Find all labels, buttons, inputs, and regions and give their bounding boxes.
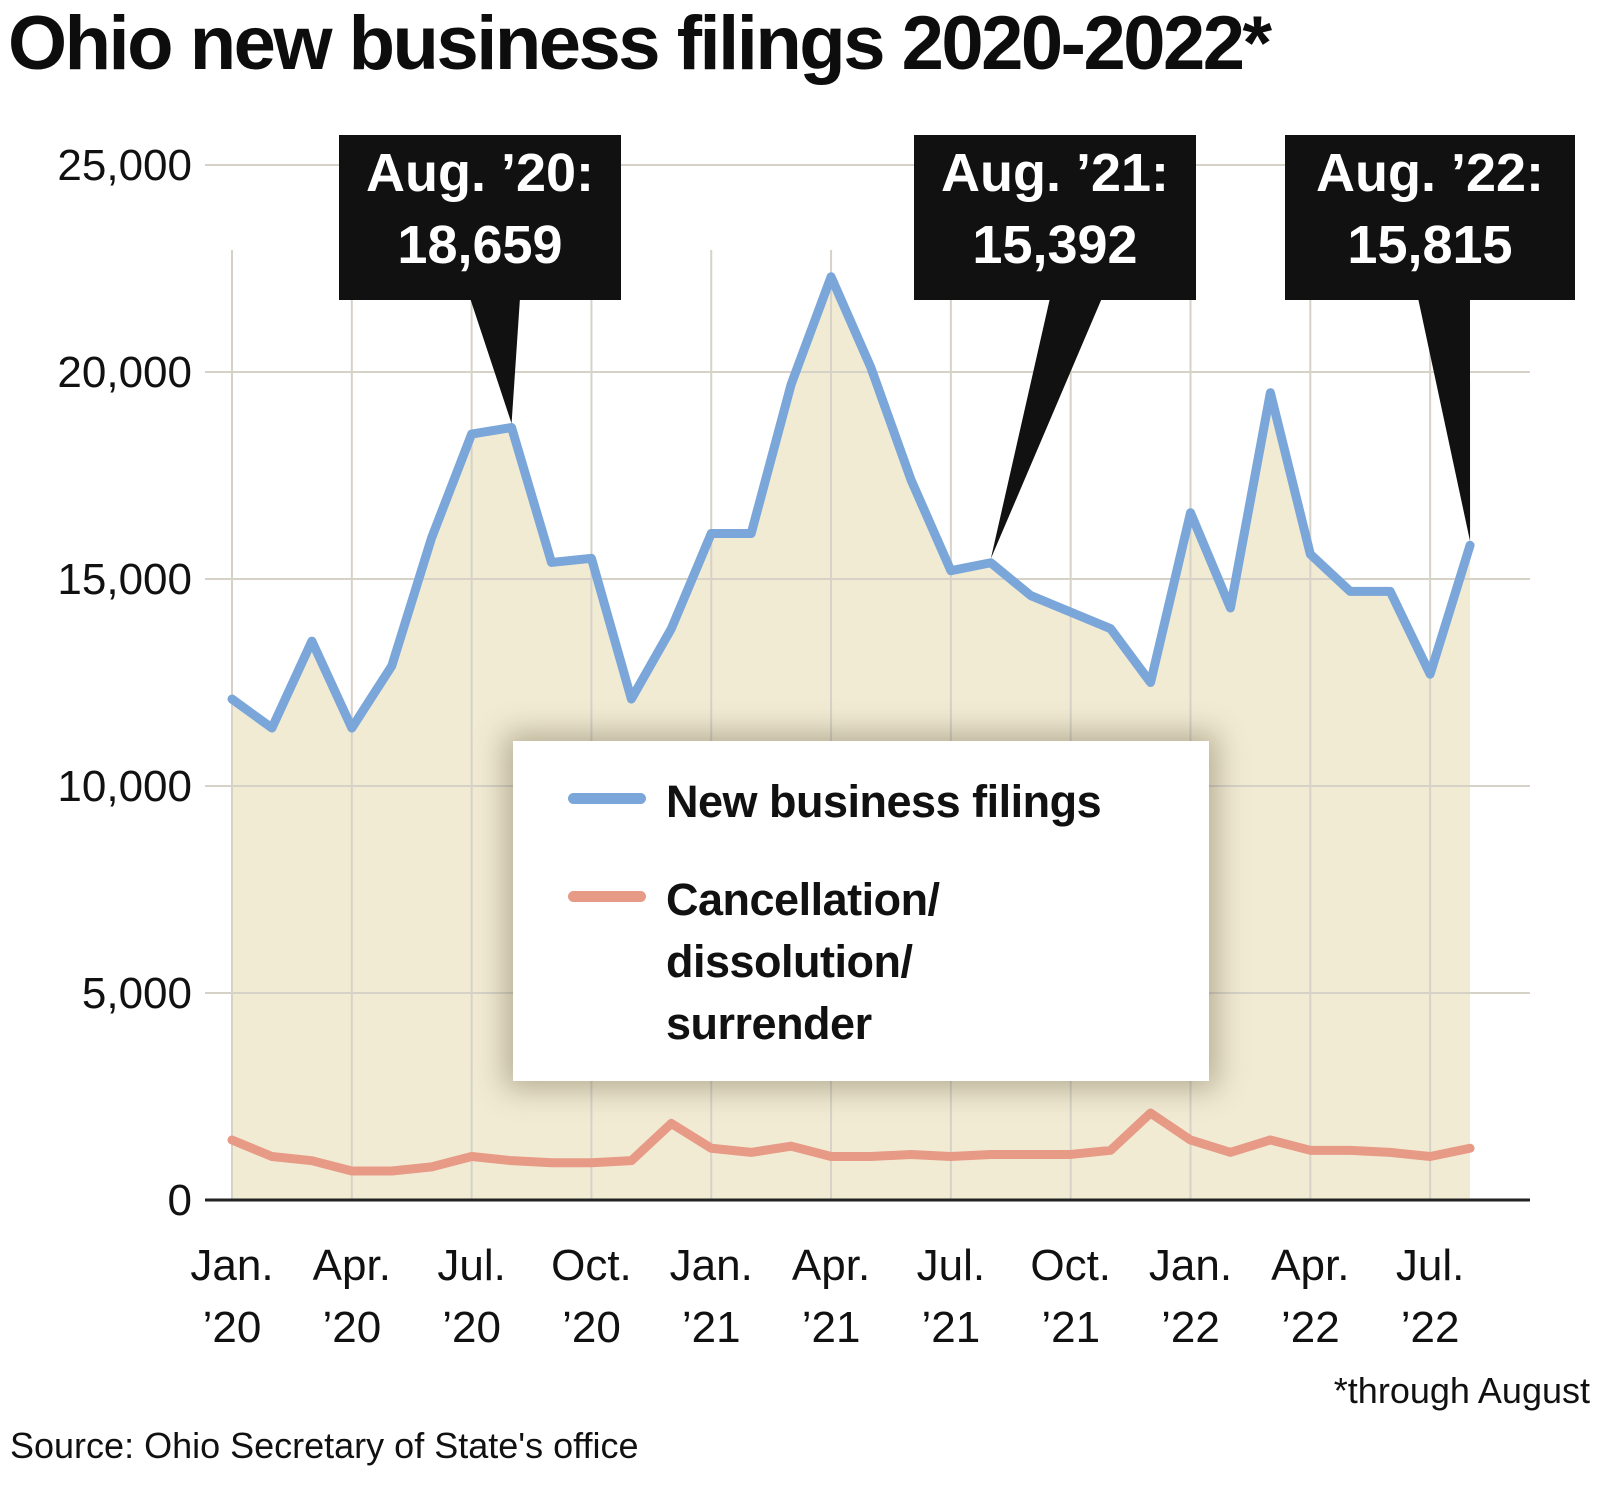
series-line-new-filings xyxy=(227,272,1475,733)
legend-label-new-filings: New business filings xyxy=(666,776,1102,827)
callout-box xyxy=(914,135,1196,300)
callout-box xyxy=(339,135,621,300)
x-tick-label: Apr. xyxy=(792,1241,870,1290)
series-line-cancellations xyxy=(227,1108,1475,1176)
legend-label-cancellations: Cancellation/ dissolution/ surrender xyxy=(666,874,940,1049)
callout-label: Aug. ’21: xyxy=(941,143,1169,203)
annotation-layer: Aug. ’20: 18,659 Aug. ’21: 15,392 Aug. ’22: 1… xyxy=(339,135,1575,559)
x-tick-label: Apr. xyxy=(313,1241,391,1290)
x-tick-label: ’22 xyxy=(1401,1303,1460,1352)
callout-label: 18,659 xyxy=(397,215,562,275)
x-tick-label: Oct. xyxy=(551,1241,632,1290)
y-tick-label: 5,000 xyxy=(82,969,192,1018)
legend: New business filings Cancellation/ disso… xyxy=(513,741,1209,1081)
legend-item-new-filings: New business filings xyxy=(568,771,1102,833)
callout-label: Aug. ’20: xyxy=(366,143,594,203)
source-note: Source: Ohio Secretary of State's office xyxy=(10,1425,639,1466)
x-tick-label: ’21 xyxy=(682,1303,741,1352)
callout-pointer xyxy=(990,298,1102,559)
x-tick-label: Jan. xyxy=(190,1241,273,1290)
x-tick-label: ’20 xyxy=(322,1303,381,1352)
callout-box xyxy=(1285,135,1575,300)
axis-layer: 0 5,000 10,000 15,000 20,000 25,000 Jan. ’20 Apr… xyxy=(57,141,1530,1352)
x-tick-label: ’22 xyxy=(1281,1303,1340,1352)
x-tick-label: Apr. xyxy=(1271,1241,1349,1290)
x-tick-label: ’20 xyxy=(442,1303,501,1352)
x-tick-label: ’22 xyxy=(1161,1303,1220,1352)
chart-title: Ohio new business filings 2020-2022* xyxy=(8,1,1272,86)
x-tick-label: ’20 xyxy=(203,1303,262,1352)
y-tick-label: 10,000 xyxy=(57,762,192,811)
y-tick-label: 20,000 xyxy=(57,348,192,397)
callout: Aug. ’20: 18,659 xyxy=(339,135,621,424)
callout: Aug. ’21: 15,392 xyxy=(914,135,1196,559)
x-tick-label: Jul. xyxy=(1396,1241,1464,1290)
x-tick-label: Jul. xyxy=(437,1241,505,1290)
y-tick-label: 25,000 xyxy=(57,141,192,190)
callout-label: Aug. ’22: xyxy=(1316,143,1544,203)
callout-label: 15,392 xyxy=(972,215,1137,275)
callout-pointer xyxy=(1418,298,1471,542)
legend-swatch-new-filings xyxy=(568,793,646,804)
footnote: *through August xyxy=(1333,1370,1590,1411)
x-tick-label: Jul. xyxy=(917,1241,985,1290)
callout-pointer xyxy=(470,298,520,424)
x-tick-label: ’21 xyxy=(922,1303,981,1352)
x-tick-label: Jan. xyxy=(670,1241,753,1290)
x-tick-label: ’20 xyxy=(562,1303,621,1352)
x-tick-label: ’21 xyxy=(1041,1303,1100,1352)
callout: Aug. ’22: 15,815 xyxy=(1285,135,1575,542)
y-tick-label: 15,000 xyxy=(57,555,192,604)
y-tick-label: 0 xyxy=(168,1176,192,1225)
x-tick-label: Oct. xyxy=(1030,1241,1111,1290)
legend-item-cancellations: Cancellation/ dissolution/ surrender xyxy=(568,869,940,1055)
legend-swatch-cancellations xyxy=(568,891,646,902)
callout-label: 15,815 xyxy=(1347,215,1512,275)
line-layer xyxy=(227,272,1475,1176)
x-tick-label: Jan. xyxy=(1149,1241,1232,1290)
x-tick-label: ’21 xyxy=(802,1303,861,1352)
